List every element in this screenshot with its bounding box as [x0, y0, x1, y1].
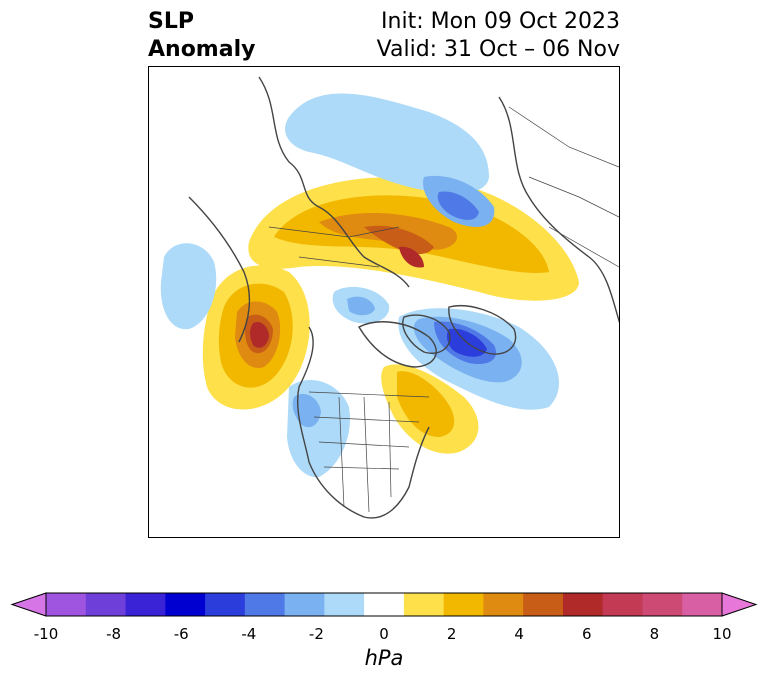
- negative-anomaly-pacific-west: [160, 243, 217, 330]
- forecast-dates: Init: Mon 09 Oct 2023 Valid: 31 Oct – 06…: [377, 8, 620, 64]
- anomaly-map: [160, 76, 619, 519]
- title-line-2: Anomaly: [148, 37, 256, 62]
- negative-anomaly-siberia: [285, 93, 495, 227]
- negative-anomaly-arctic: [332, 286, 390, 324]
- colorbar-outline: [45, 592, 723, 617]
- colorbar-segment: [483, 593, 524, 616]
- colorbar-tick-label: 2: [446, 625, 457, 643]
- colorbar: [10, 592, 758, 617]
- map-panel: [148, 66, 620, 538]
- colorbar-extend-high: [721, 592, 758, 617]
- colorbar-extend-low: [10, 592, 47, 617]
- colorbar-segment: [205, 593, 246, 616]
- colorbar-segment: [403, 593, 445, 616]
- colorbar-segment: [165, 593, 206, 616]
- colorbar-segment: [125, 593, 166, 616]
- colorbar-tick-label: 10: [712, 625, 732, 643]
- positive-anomaly-canada: [381, 364, 479, 454]
- map-title: SLP Anomaly: [148, 8, 255, 64]
- colorbar-segments: [10, 592, 758, 617]
- valid-dates: Valid: 31 Oct – 06 Nov: [376, 37, 620, 62]
- colorbar-segment: [324, 593, 365, 616]
- colorbar-segment: [523, 593, 564, 616]
- colorbar-segment: [562, 593, 604, 616]
- colorbar-segment: [364, 593, 405, 616]
- colorbar-segment: [443, 593, 484, 616]
- colorbar-segment: [602, 593, 643, 616]
- colorbar-tick-label: -10: [33, 625, 59, 643]
- colorbar-segment: [85, 593, 127, 616]
- colorbar-tick-label: -4: [241, 625, 257, 643]
- positive-anomaly-pacific: [202, 265, 310, 410]
- colorbar-tick-label: 8: [649, 625, 660, 643]
- title-line-1: SLP: [148, 9, 194, 34]
- colorbar-units: hPa: [364, 646, 404, 670]
- colorbar-tick-label: -6: [173, 625, 189, 643]
- colorbar-tick-label: 4: [514, 625, 524, 643]
- coastlines: [188, 76, 619, 519]
- colorbar-tick-label: 6: [582, 625, 592, 643]
- colorbar-tick-label: -2: [308, 625, 324, 643]
- colorbar-segment: [46, 593, 87, 616]
- colorbar-segment: [642, 593, 683, 616]
- colorbar-tick-label: -8: [106, 625, 122, 643]
- colorbar-segment: [682, 593, 723, 616]
- init-date: Init: Mon 09 Oct 2023: [381, 9, 620, 34]
- colorbar-segment: [284, 593, 325, 616]
- colorbar-segment: [244, 593, 286, 616]
- colorbar-tick-label: 0: [379, 625, 389, 643]
- political-borders: [268, 106, 619, 513]
